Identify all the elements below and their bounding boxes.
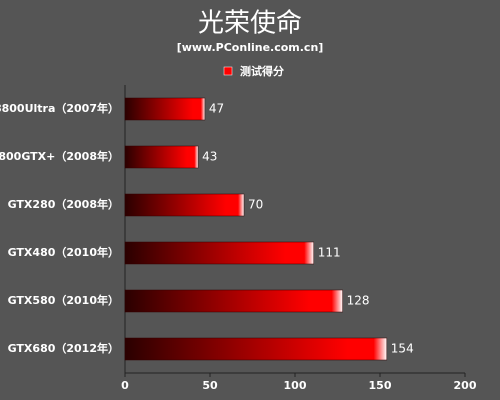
bar xyxy=(124,241,314,265)
x-tick-label: 0 xyxy=(121,379,129,392)
value-label: 70 xyxy=(248,198,263,212)
value-label: 43 xyxy=(202,150,217,164)
bar xyxy=(124,337,388,361)
x-tick-label: 50 xyxy=(202,379,218,392)
y-tick-label: GTX480（2010年） xyxy=(8,245,119,259)
y-tick-label: 9800GTX+（2008年） xyxy=(0,149,119,163)
y-tick-label: GTX580（2010年） xyxy=(8,293,119,307)
bar xyxy=(124,145,199,169)
x-tick-label: 150 xyxy=(369,379,392,392)
chart-subtitle: [www.PConline.com.cn] xyxy=(177,41,324,54)
bar xyxy=(124,289,343,313)
value-label: 154 xyxy=(391,342,414,356)
y-tick-label: 8800Ultra（2007年） xyxy=(0,101,119,115)
x-tick-label: 100 xyxy=(284,379,307,392)
value-label: 128 xyxy=(347,294,370,308)
bar xyxy=(124,193,245,217)
legend-swatch xyxy=(223,66,233,76)
y-tick-label: GTX680（2012年） xyxy=(8,341,119,355)
value-label: 47 xyxy=(209,102,224,116)
x-tick-label: 200 xyxy=(454,379,477,392)
legend-label: 测试得分 xyxy=(240,64,284,78)
y-tick-label: GTX280（2008年） xyxy=(8,197,119,211)
bar xyxy=(124,97,206,121)
value-label: 111 xyxy=(318,246,341,260)
chart-title: 光荣使命 xyxy=(198,9,302,39)
